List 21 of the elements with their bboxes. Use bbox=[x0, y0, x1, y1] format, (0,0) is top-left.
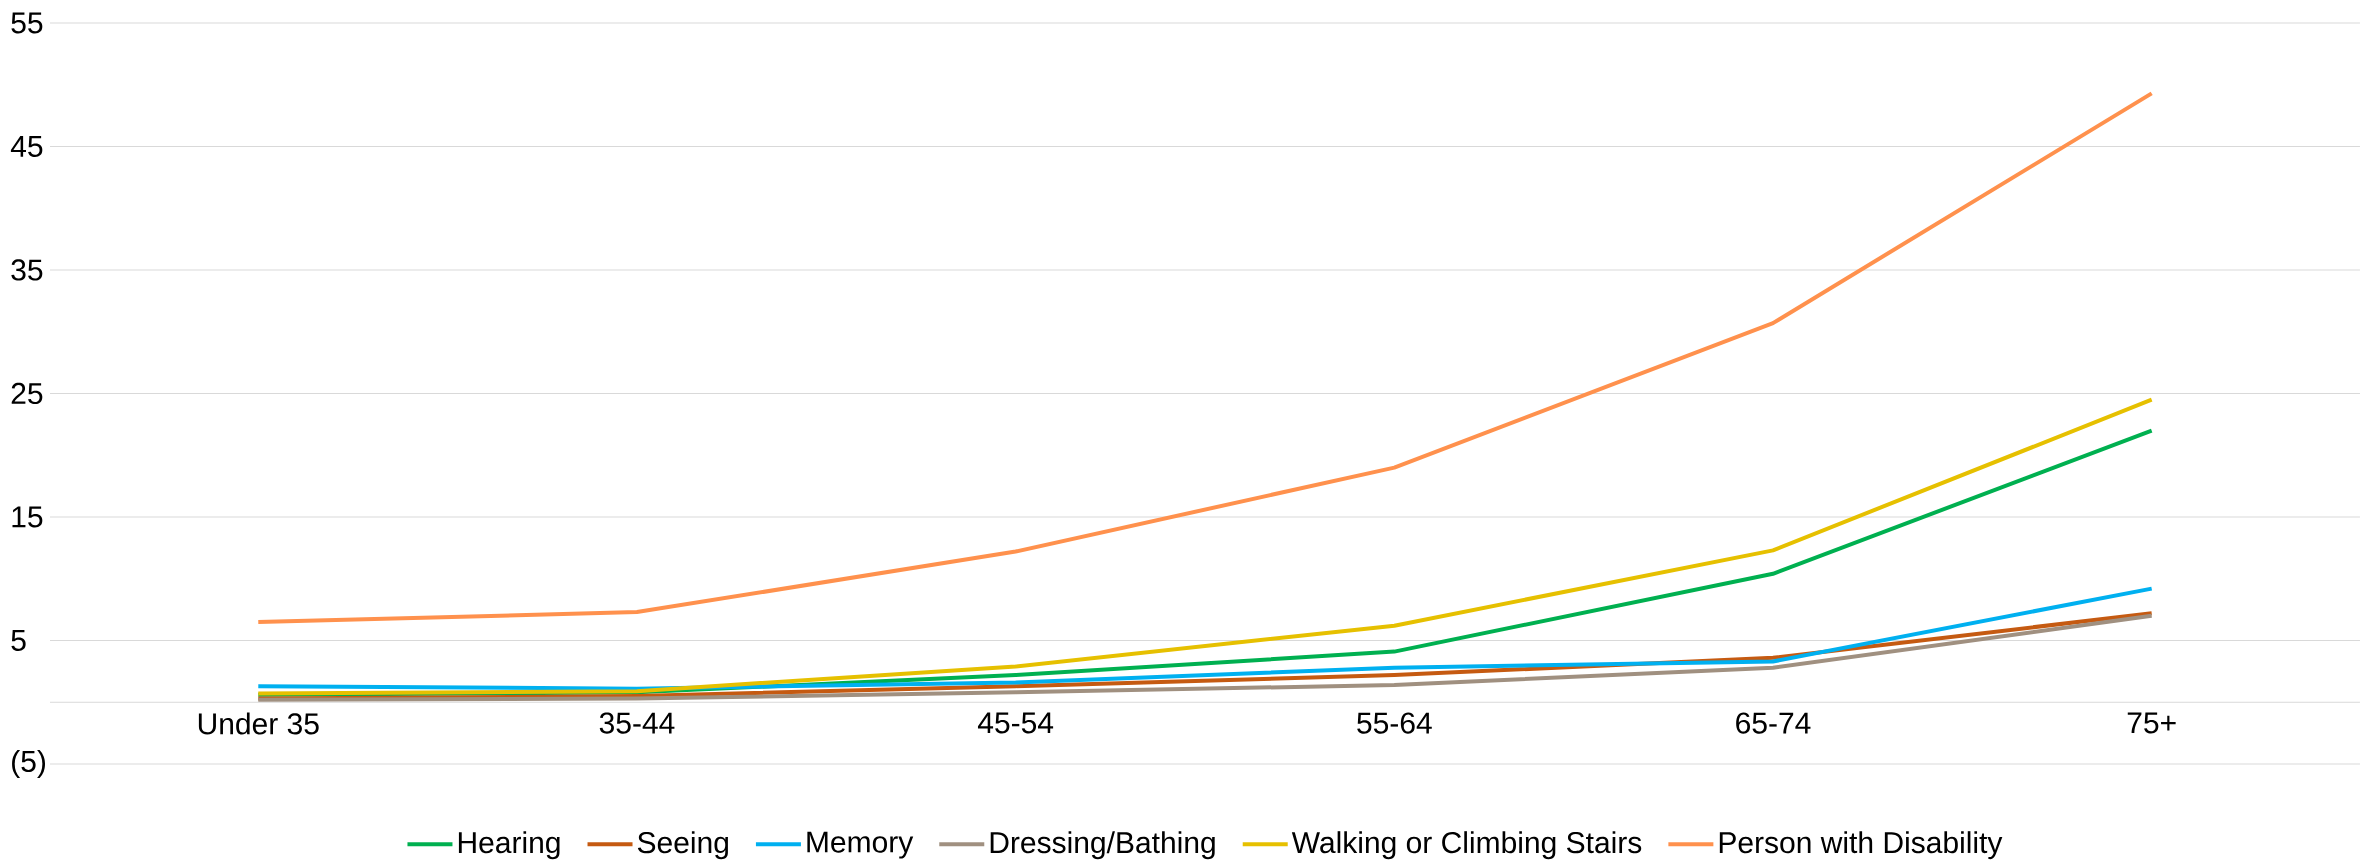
y-tick-label: 25 bbox=[11, 382, 43, 404]
x-tick-label: 65-74 bbox=[1736, 712, 1811, 734]
y-tick-label: (5) bbox=[12, 749, 45, 778]
line-series bbox=[256, 91, 2154, 624]
legend-label: Walking or Climbing Stairs bbox=[1291, 830, 1642, 859]
y-tick-label: 45 bbox=[10, 135, 43, 157]
legend-label: Seeing bbox=[637, 830, 728, 859]
x-tick-label: 45-54 bbox=[977, 712, 1054, 734]
x-tick-label: 75+ bbox=[2127, 712, 2176, 734]
legend-label: Person with Disability bbox=[1719, 830, 2003, 859]
y-tick-label: 55 bbox=[11, 12, 43, 34]
x-tick-label: Under 35 bbox=[198, 712, 319, 735]
legend-label: Hearing bbox=[458, 830, 560, 859]
y-tick-label: 35 bbox=[11, 259, 43, 281]
y-tick-label: 5 bbox=[11, 629, 26, 651]
x-tick-label: 55-64 bbox=[1357, 712, 1432, 734]
legend-label: Memory bbox=[807, 831, 914, 859]
y-tick-label: 15 bbox=[12, 506, 43, 528]
x-tick-label: 35-44 bbox=[599, 712, 675, 734]
line-series bbox=[256, 586, 2154, 691]
legend-label: Dressing/Bathing bbox=[990, 830, 1215, 859]
